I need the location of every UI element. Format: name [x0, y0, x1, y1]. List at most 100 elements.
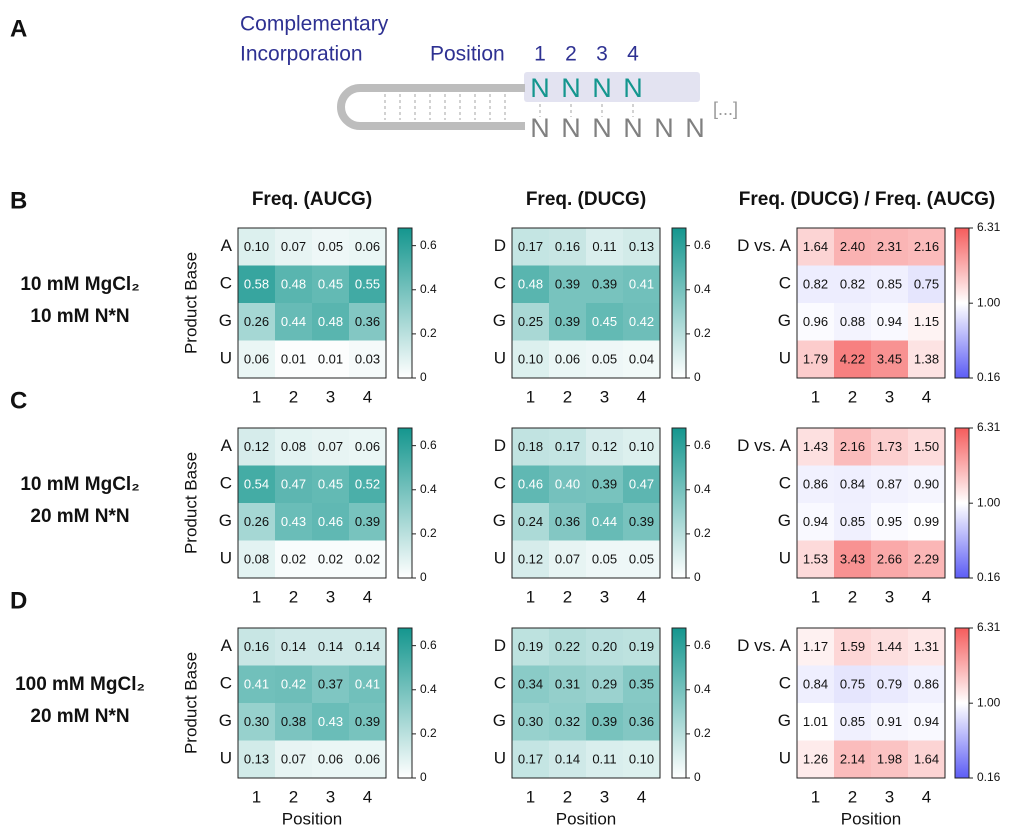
- cell-label: 0.85: [840, 714, 865, 729]
- x-tick-label: 1: [526, 587, 535, 606]
- condition: 20 mM N*N: [30, 506, 129, 527]
- cell-label: 0.39: [592, 714, 617, 729]
- base: N: [623, 73, 643, 103]
- cell-label: 0.02: [355, 552, 380, 567]
- cell-label: 0.06: [355, 239, 380, 254]
- colorbar-tick-label: 0.16: [977, 370, 1001, 384]
- cell-label: 0.82: [840, 277, 865, 292]
- colorbar-tick-label: 0: [420, 570, 427, 584]
- cell-label: 0.46: [518, 477, 543, 492]
- x-tick-label: 2: [848, 787, 857, 806]
- position-number: 4: [627, 43, 639, 66]
- cell-label: 1.15: [914, 314, 939, 329]
- y-tick-label: G: [493, 511, 506, 530]
- cell-label: 1.01: [803, 714, 828, 729]
- y-axis-label: Product Base: [181, 452, 200, 554]
- cell-label: 0.17: [555, 439, 580, 454]
- cell-label: 0.01: [318, 352, 343, 367]
- cell-label: 0.10: [629, 752, 654, 767]
- cell-label: 0.39: [355, 714, 380, 729]
- cell-label: 0.36: [629, 714, 654, 729]
- cell-label: 0.13: [244, 752, 269, 767]
- y-tick-label: U: [220, 549, 232, 568]
- x-tick-label: 4: [637, 787, 646, 806]
- cell-label: 0.94: [877, 314, 902, 329]
- y-tick-label: G: [778, 311, 791, 330]
- cell-label: 0.75: [840, 677, 865, 692]
- cell-label: 0.48: [318, 314, 343, 329]
- column-title: Freq. (DUCG) / Freq. (AUCG): [739, 189, 996, 210]
- x-tick-label: 2: [848, 387, 857, 406]
- colorbar-tick-label: 1.00: [977, 295, 1001, 309]
- cell-label: 0.16: [244, 639, 269, 654]
- colorbar: [955, 628, 969, 778]
- cell-label: 2.16: [840, 439, 865, 454]
- cell-label: 1.50: [914, 439, 939, 454]
- position-number: 1: [534, 43, 546, 66]
- cell-label: 0.02: [318, 552, 343, 567]
- cell-label: 0.06: [355, 752, 380, 767]
- diagram-title: Complementary: [240, 13, 389, 36]
- colorbar-tick-label: 0.2: [694, 526, 711, 540]
- cell-label: 0.34: [518, 677, 543, 692]
- x-tick-label: 4: [922, 587, 931, 606]
- cell-label: 0.85: [840, 514, 865, 529]
- x-tick-label: 4: [922, 787, 931, 806]
- y-tick-label: C: [220, 274, 232, 293]
- cell-label: 0.14: [555, 752, 580, 767]
- colorbar: [955, 428, 969, 578]
- cell-label: 0.11: [592, 239, 616, 254]
- cell-label: 0.44: [281, 314, 306, 329]
- cell-label: 0.04: [629, 352, 654, 367]
- cell-label: 0.31: [555, 677, 580, 692]
- cell-label: 2.66: [877, 552, 902, 567]
- cell-label: 0.48: [281, 277, 306, 292]
- colorbar-tick-label: 0.2: [420, 326, 437, 340]
- colorbar-tick-label: 6.31: [977, 420, 1001, 434]
- cell-label: 0.10: [244, 239, 269, 254]
- colorbar: [398, 228, 412, 378]
- cell-label: 0.54: [244, 477, 269, 492]
- base: N: [561, 73, 581, 103]
- cell-label: 1.79: [803, 352, 828, 367]
- column-title: Freq. (DUCG): [526, 189, 646, 210]
- cell-label: 0.36: [355, 314, 380, 329]
- y-tick-label: C: [779, 674, 791, 693]
- position-label: Position: [430, 43, 505, 66]
- cell-label: 0.06: [318, 752, 343, 767]
- condition: 10 mM MgCl₂: [20, 474, 139, 495]
- cell-label: 0.25: [518, 314, 543, 329]
- panel-label: D: [10, 587, 27, 614]
- cell-label: 1.64: [914, 752, 939, 767]
- y-tick-label: D vs. A: [737, 436, 792, 455]
- cell-label: 0.45: [318, 277, 343, 292]
- colorbar-tick-label: 0.2: [420, 726, 437, 740]
- base: N: [592, 73, 612, 103]
- panel-label: B: [10, 187, 27, 214]
- cell-label: 0.37: [318, 677, 343, 692]
- cell-label: 0.47: [281, 477, 306, 492]
- diagram-title: Incorporation: [240, 43, 363, 66]
- x-tick-label: 4: [363, 387, 372, 406]
- cell-label: 0.45: [318, 477, 343, 492]
- base: N: [530, 113, 550, 143]
- cell-label: 0.07: [281, 239, 306, 254]
- cell-label: 0.35: [629, 677, 654, 692]
- cell-label: 0.03: [355, 352, 380, 367]
- y-tick-label: C: [779, 474, 791, 493]
- y-axis-label: Product Base: [181, 652, 200, 754]
- x-tick-label: 3: [600, 387, 609, 406]
- cell-label: 0.06: [555, 352, 580, 367]
- y-tick-label: G: [493, 711, 506, 730]
- cell-label: 0.39: [629, 514, 654, 529]
- cell-label: 0.44: [592, 514, 617, 529]
- cell-label: 0.26: [244, 514, 269, 529]
- cell-label: 0.10: [518, 352, 543, 367]
- cell-label: 0.47: [629, 477, 654, 492]
- cell-label: 2.14: [840, 752, 865, 767]
- y-tick-label: U: [779, 349, 791, 368]
- cell-label: 0.46: [318, 514, 343, 529]
- x-tick-label: 1: [811, 787, 820, 806]
- colorbar-tick-label: 0.6: [420, 638, 437, 652]
- panel-label: A: [10, 15, 27, 42]
